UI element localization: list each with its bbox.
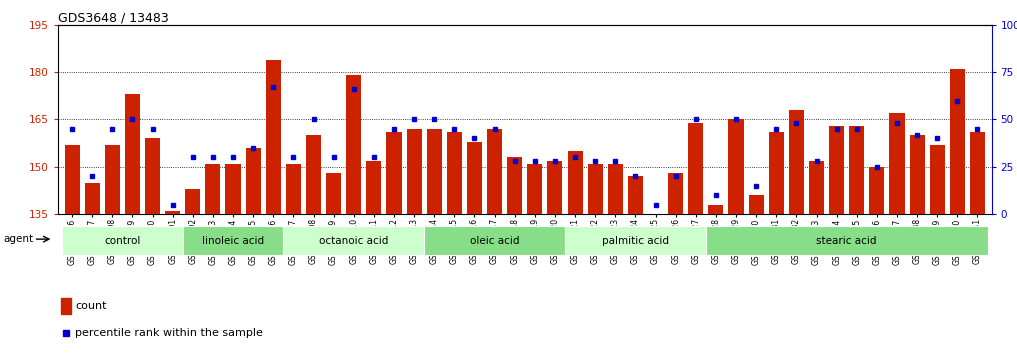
Bar <box>145 138 160 214</box>
Bar <box>125 94 140 214</box>
Bar <box>64 145 79 214</box>
Bar <box>165 211 180 214</box>
Bar <box>306 135 321 214</box>
Bar <box>407 129 422 214</box>
Bar <box>849 126 864 214</box>
Text: agent: agent <box>3 234 33 244</box>
Text: GDS3648 / 13483: GDS3648 / 13483 <box>58 12 169 25</box>
Bar <box>446 132 462 214</box>
Bar <box>689 122 704 214</box>
Bar <box>467 142 482 214</box>
Bar <box>789 110 804 214</box>
Bar <box>588 164 603 214</box>
Text: octanoic acid: octanoic acid <box>319 236 388 246</box>
Bar <box>205 164 221 214</box>
Text: oleic acid: oleic acid <box>470 236 520 246</box>
Bar <box>627 176 643 214</box>
Bar <box>930 145 945 214</box>
Bar <box>567 151 583 214</box>
Bar <box>366 160 381 214</box>
Bar <box>809 160 824 214</box>
Bar <box>608 164 622 214</box>
Bar <box>286 164 301 214</box>
Bar <box>326 173 341 214</box>
Bar <box>547 160 562 214</box>
Bar <box>61 298 71 314</box>
Bar <box>648 214 663 217</box>
FancyBboxPatch shape <box>424 227 565 255</box>
Bar <box>749 195 764 214</box>
Bar <box>84 183 100 214</box>
Bar <box>909 135 924 214</box>
Bar <box>185 189 200 214</box>
Bar <box>427 129 441 214</box>
FancyBboxPatch shape <box>706 227 988 255</box>
Text: stearic acid: stearic acid <box>817 236 877 246</box>
Text: count: count <box>75 301 107 311</box>
Bar <box>950 69 965 214</box>
FancyBboxPatch shape <box>284 227 424 255</box>
Bar <box>265 59 281 214</box>
Bar <box>386 132 402 214</box>
Text: control: control <box>104 236 140 246</box>
FancyBboxPatch shape <box>183 227 284 255</box>
Text: linoleic acid: linoleic acid <box>202 236 264 246</box>
Text: percentile rank within the sample: percentile rank within the sample <box>75 328 263 338</box>
FancyBboxPatch shape <box>62 227 183 255</box>
Bar <box>728 119 743 214</box>
Bar <box>245 148 260 214</box>
Bar <box>870 167 885 214</box>
Bar <box>970 132 985 214</box>
Bar <box>769 132 784 214</box>
Bar <box>890 113 904 214</box>
Bar <box>105 145 120 214</box>
Bar <box>829 126 844 214</box>
Bar <box>668 173 683 214</box>
Bar <box>346 75 361 214</box>
Bar <box>507 157 523 214</box>
Bar <box>527 164 542 214</box>
Text: palmitic acid: palmitic acid <box>602 236 669 246</box>
Bar <box>709 205 723 214</box>
Bar <box>487 129 502 214</box>
Bar <box>226 164 241 214</box>
FancyBboxPatch shape <box>565 227 706 255</box>
